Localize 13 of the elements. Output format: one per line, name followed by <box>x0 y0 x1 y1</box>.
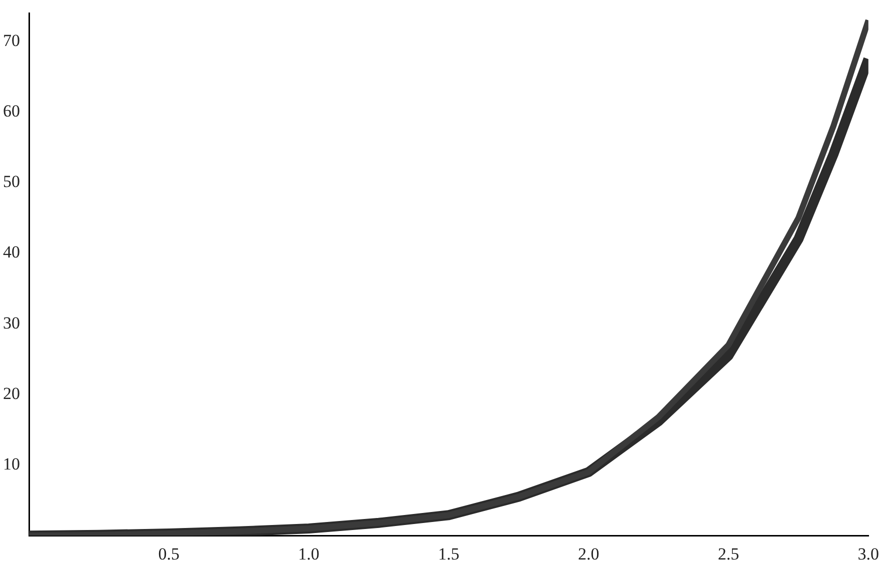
x-tick-label: 2.0 <box>578 544 600 564</box>
x-tick-label: 0.5 <box>158 544 180 564</box>
y-tick-label: 30 <box>3 313 20 332</box>
x-tick-label: 2.5 <box>718 544 740 564</box>
y-tick-label: 70 <box>3 30 20 50</box>
y-tick-label: 20 <box>3 384 20 403</box>
y-tick-label: 60 <box>3 102 20 120</box>
y-tick-label: 40 <box>3 242 20 262</box>
y-tick-label: 10 <box>3 454 20 474</box>
x-tick-label: 1.0 <box>298 544 320 564</box>
y-tick-label: 50 <box>3 172 20 192</box>
x-tick-label: 1.5 <box>438 544 460 564</box>
x-tick-label: 3.0 <box>858 544 879 564</box>
